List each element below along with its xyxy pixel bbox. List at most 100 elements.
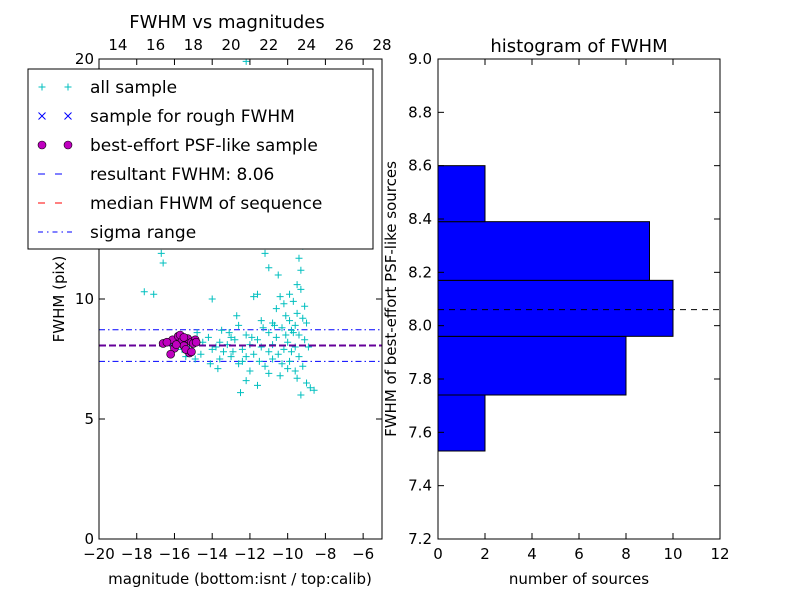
histogram-y-tick-label: 9.0 (408, 50, 432, 68)
all-sample-point (255, 357, 263, 365)
all-sample-point (227, 333, 235, 341)
histogram-x-tick-label: 4 (527, 545, 537, 563)
all-sample-point (235, 360, 243, 368)
all-sample-point (242, 353, 250, 361)
histogram-y-tick-label: 8.6 (408, 157, 432, 175)
histogram-x-tick-label: 8 (621, 545, 631, 563)
all-sample-point (237, 389, 244, 397)
all-sample-point (253, 336, 261, 344)
psf-sample-point (191, 337, 201, 347)
scatter-x-tick-label: −20 (83, 545, 115, 563)
legend-label: median FHWM of sequence (90, 194, 322, 214)
all-sample-point (289, 329, 297, 337)
all-sample-point (269, 355, 277, 363)
histogram-y-tick-label: 8.4 (408, 210, 432, 228)
all-sample-point (303, 319, 311, 327)
all-sample-point (299, 314, 307, 322)
all-sample-point (286, 357, 294, 365)
scatter-y-tick-label: 5 (84, 410, 94, 428)
histogram-x-tick-label: 0 (433, 545, 443, 563)
scatter-x-label: magnitude (bottom:isnt / top:calib) (108, 570, 372, 588)
all-sample-point (191, 355, 199, 363)
all-sample-point (297, 266, 305, 274)
all-sample-point (238, 357, 246, 365)
all-sample-point (276, 372, 284, 380)
all-sample-point (301, 336, 309, 344)
all-sample-point (272, 333, 280, 341)
all-sample-point (242, 377, 250, 385)
scatter-x-tick-label: −16 (159, 545, 191, 563)
histogram-bar (437, 279, 674, 337)
all-sample-point (282, 312, 290, 320)
all-sample-point (291, 321, 299, 329)
all-sample-point (248, 333, 256, 341)
histogram-y-tick-label: 8.0 (408, 317, 432, 335)
scatter-x-tick-label: −12 (234, 545, 266, 563)
all-sample-point (274, 350, 282, 358)
legend-entry: all sample (38, 78, 177, 98)
legend-label: best-effort PSF-like sample (90, 136, 318, 156)
scatter-y-tick-label: 0 (84, 530, 94, 548)
legend-entry: resultant FWHM: 8.06 (38, 165, 274, 185)
scatter-x-tick-label: −14 (196, 545, 228, 563)
all-sample-point (233, 312, 241, 320)
all-sample-point (253, 290, 261, 298)
psf-sample-point (162, 337, 172, 347)
scatter-y-tick-label: 20 (75, 50, 94, 68)
scatter-x-tick-label: −8 (314, 545, 336, 563)
legend-box (27, 68, 374, 250)
all-sample-point (310, 386, 318, 394)
legend-label: all sample (90, 78, 177, 98)
all-sample-point (216, 338, 224, 346)
all-sample-point (303, 379, 311, 387)
all-sample-point (287, 348, 295, 356)
histogram-y-tick-label: 7.4 (408, 477, 432, 495)
all-sample-point (284, 338, 292, 346)
scatter-top-tick-label: 28 (372, 36, 391, 54)
all-sample-point (295, 254, 303, 262)
all-sample-point (265, 329, 273, 337)
histogram-bar (437, 165, 486, 223)
histogram-y-tick-label: 7.6 (408, 423, 432, 441)
scatter-x-tick-label: −18 (121, 545, 153, 563)
all-sample-point (225, 329, 233, 337)
all-sample-point (304, 343, 312, 351)
all-sample-point (286, 290, 294, 298)
all-sample-point (253, 381, 261, 389)
legend-x-marker (64, 112, 72, 120)
psf-sample-point (172, 340, 181, 349)
scatter-panel: FWHM vs magnitudes magnitude (bottom:isn… (27, 12, 392, 588)
all-sample-point (218, 326, 226, 334)
scatter-ticks: −20 −18 −16 −14 −12 −10 −8 −6 14 16 18 20 22 24 26 28 0 5… (75, 36, 392, 563)
histogram-panel: histogram of FWHM number of sources FWHM… (382, 36, 730, 588)
all-sample-point (250, 293, 258, 301)
histogram-bar (437, 221, 650, 281)
all-sample-point (157, 249, 165, 257)
psf-sample-point (166, 349, 175, 359)
all-sample-point (280, 300, 288, 308)
legend-circle-marker (37, 140, 47, 150)
all-sample-point (150, 290, 158, 298)
legend-circle-marker (63, 140, 73, 150)
all-sample-point (297, 391, 305, 399)
all-sample-point (306, 384, 314, 392)
histogram-x-tick-label: 10 (663, 545, 682, 563)
scatter-y-label: FWHM (pix) (50, 256, 68, 343)
legend-entry: median FHWM of sequence (38, 194, 322, 214)
all-sample-point (286, 317, 294, 325)
histogram-bar (437, 394, 486, 452)
scatter-title: FWHM vs magnitudes (129, 12, 324, 33)
all-sample-point (293, 281, 301, 289)
all-sample-point (284, 365, 292, 373)
histogram-ticks: 0 2 4 6 8 10 12 7.2 7.4 7.6 7.8 8.0 8.2 8.4 8.6 8.8 9.0 (408, 50, 729, 563)
all-sample-point (278, 360, 286, 368)
all-sample-point (289, 297, 297, 305)
legend-plus-marker (64, 83, 72, 91)
scatter-x-tick-label: −6 (352, 545, 374, 563)
histogram-x-tick-label: 6 (574, 545, 584, 563)
all-sample-point (216, 355, 224, 363)
all-sample-point (227, 353, 235, 361)
all-sample-point (261, 362, 269, 370)
all-sample-point (214, 365, 222, 373)
all-sample-point (261, 249, 269, 257)
